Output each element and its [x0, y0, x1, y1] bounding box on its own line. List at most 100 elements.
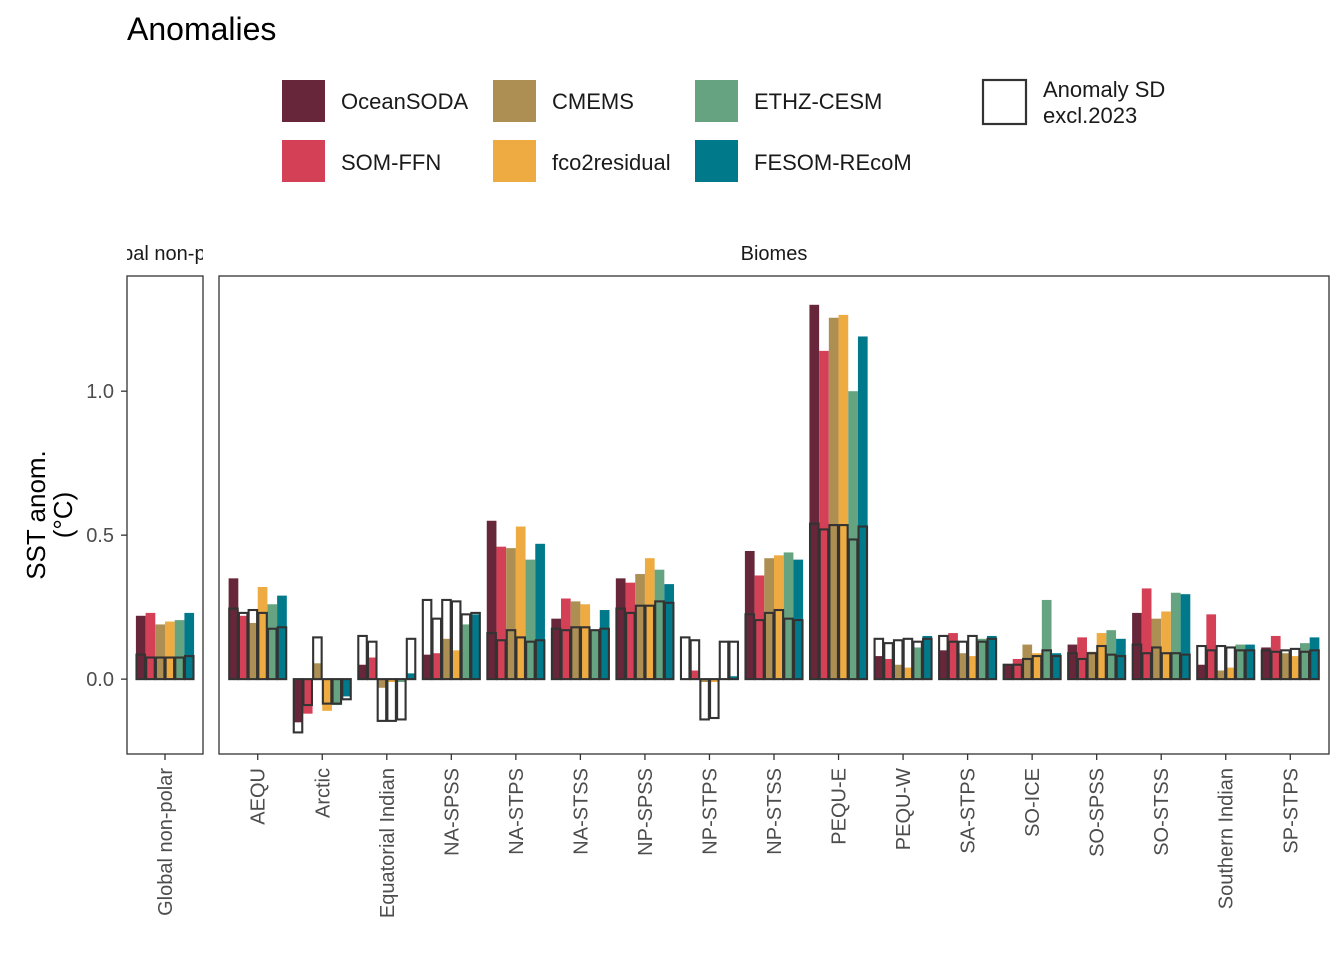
panel-biomes-marks — [228, 304, 1320, 734]
bar-pequ-w-cmems — [893, 664, 904, 680]
x-tick-label-so-spss: SO-SPSS — [1087, 768, 1109, 857]
sd-box-aequ-cmems — [247, 608, 259, 681]
bar-so-spss-fesom-recom — [1116, 638, 1126, 680]
bar-aequ-oceansoda — [228, 578, 239, 680]
bar-np-stss-som-ffn — [754, 575, 765, 680]
bar-pequ-w-ethz-cesm — [912, 647, 923, 680]
sd-box-southern-indian-fco2residual — [1225, 646, 1236, 681]
y-tick-label-0: 0.0 — [86, 669, 114, 691]
bar-arctic-cmems — [312, 663, 323, 680]
bar-global-non-polar-oceansoda — [135, 615, 146, 680]
bar-np-stps-fesom-recom — [728, 676, 739, 680]
x-tick-label-pequ-e: PEQU-E — [829, 768, 851, 845]
bar-na-stps-cmems — [506, 548, 516, 680]
bar-sa-stps-ethz-cesm — [977, 638, 988, 680]
x-tick-label-arctic: Arctic — [312, 768, 334, 818]
y-axis: 0.0 0.5 1.0 — [86, 381, 127, 691]
bar-aequ-cmems — [248, 622, 258, 680]
bar-so-ice-fesom-recom — [1051, 653, 1062, 680]
sd-box-arctic-fesom-recom — [341, 678, 352, 701]
bar-na-stss-fesom-recom — [599, 610, 610, 680]
x-tick-label-na-spss: NA-SPSS — [441, 768, 463, 856]
x-tick-label-np-stps: NP-STPS — [699, 768, 721, 855]
bar-pequ-e-som-ffn — [819, 350, 829, 680]
bar-pequ-e-cmems — [828, 317, 839, 680]
bar-na-stss-fco2residual — [580, 604, 591, 680]
sd-box-np-stss-fesom-recom — [792, 619, 804, 681]
sd-box-pequ-e-ethz-cesm — [847, 538, 859, 681]
strip-label-global: Global non-polar — [91, 243, 239, 265]
legend-swatch-oceansoda — [282, 80, 325, 122]
bar-sp-stps-cmems — [1280, 653, 1291, 680]
sd-box-pequ-w-cmems — [892, 639, 904, 681]
bar-so-stss-oceansoda — [1132, 612, 1142, 680]
sd-box-na-stss-ethz-cesm — [589, 629, 601, 681]
sd-box-global-non-polar-fesom-recom — [183, 655, 195, 681]
bar-southern-indian-fco2residual — [1225, 667, 1236, 680]
sd-box-np-stps-oceansoda — [679, 636, 691, 681]
bar-global-non-polar-fco2residual — [165, 621, 175, 680]
sd-box-so-spss-fco2residual — [1096, 644, 1107, 681]
x-tick-label-global-non-polar: Global non-polar — [155, 768, 177, 916]
sd-box-sp-stps-oceansoda — [1260, 649, 1272, 681]
sd-box-aequ-fco2residual — [257, 611, 268, 681]
sd-box-so-ice-cmems — [1021, 657, 1033, 681]
legend-label-oceansoda: OceanSODA — [341, 89, 468, 114]
sd-box-global-non-polar-fco2residual — [164, 656, 176, 681]
sd-box-sp-stps-som-ffn — [1270, 650, 1282, 681]
bar-sa-stps-cmems — [957, 653, 968, 680]
sd-box-na-stss-oceansoda — [550, 627, 562, 681]
sd-box-na-spss-oceansoda — [421, 598, 433, 681]
legend-label-som-ffn: SOM-FFN — [341, 150, 441, 175]
bar-pequ-e-oceansoda — [809, 304, 820, 680]
x-tick-label-equatorial-indian: Equatorial Indian — [377, 768, 399, 918]
bar-np-spss-fco2residual — [644, 558, 655, 680]
legend-label-fesom-recom: FESOM-REcoM — [754, 150, 912, 175]
sd-box-aequ-oceansoda — [228, 607, 239, 681]
sd-box-global-non-polar-som-ffn — [145, 656, 156, 681]
bar-so-ice-som-ffn — [1012, 658, 1023, 680]
chart-title: Anomalies — [127, 11, 276, 47]
sd-box-na-stps-ethz-cesm — [525, 640, 536, 681]
sd-box-np-spss-oceansoda — [615, 607, 626, 681]
sd-box-so-spss-cmems — [1086, 652, 1098, 681]
bar-equatorial-indian-fesom-recom — [406, 673, 416, 680]
sd-box-equatorial-indian-oceansoda — [357, 634, 368, 681]
sd-box-na-stps-cmems — [505, 629, 517, 681]
bar-sa-stps-fesom-recom — [987, 635, 997, 680]
bar-so-ice-ethz-cesm — [1041, 599, 1052, 680]
bar-na-spss-som-ffn — [431, 653, 442, 680]
bar-na-stss-som-ffn — [560, 598, 571, 680]
sd-box-np-spss-cmems — [634, 604, 646, 681]
sd-box-np-stss-som-ffn — [754, 619, 765, 681]
sd-box-sp-stps-fesom-recom — [1309, 649, 1320, 681]
bar-pequ-w-oceansoda — [873, 656, 884, 680]
bar-np-stss-fco2residual — [774, 555, 784, 680]
sd-box-southern-indian-oceansoda — [1196, 644, 1207, 681]
bar-np-stps-som-ffn — [690, 670, 700, 680]
sd-box-na-spss-som-ffn — [431, 617, 443, 681]
sd-box-pequ-w-fco2residual — [902, 637, 914, 681]
sd-box-aequ-fesom-recom — [276, 626, 288, 681]
strip-label-biomes: Biomes — [741, 243, 808, 265]
bar-arctic-fco2residual — [322, 679, 332, 711]
sd-box-equatorial-indian-fesom-recom — [405, 637, 417, 681]
bar-so-spss-fco2residual — [1096, 633, 1107, 680]
bar-aequ-som-ffn — [238, 615, 249, 680]
x-tick-label-pequ-w: PEQU-W — [893, 768, 915, 850]
bar-equatorial-indian-ethz-cesm — [396, 679, 407, 683]
bar-na-stps-oceansoda — [486, 520, 497, 680]
legend-swatch-fco2residual — [493, 140, 536, 182]
bar-np-spss-cmems — [635, 574, 645, 680]
sd-box-so-spss-oceansoda — [1067, 652, 1078, 681]
x-tick-label-na-stps: NA-STPS — [506, 768, 528, 855]
bar-pequ-w-fco2residual — [903, 667, 913, 680]
legend-swatch-som-ffn — [282, 140, 325, 182]
bar-np-spss-som-ffn — [625, 582, 636, 680]
sd-box-so-spss-som-ffn — [1076, 657, 1088, 681]
sd-box-na-spss-fco2residual — [450, 600, 462, 681]
sd-box-sa-stps-ethz-cesm — [976, 640, 988, 681]
bar-southern-indian-som-ffn — [1206, 614, 1217, 680]
bar-na-stps-ethz-cesm — [525, 559, 536, 680]
